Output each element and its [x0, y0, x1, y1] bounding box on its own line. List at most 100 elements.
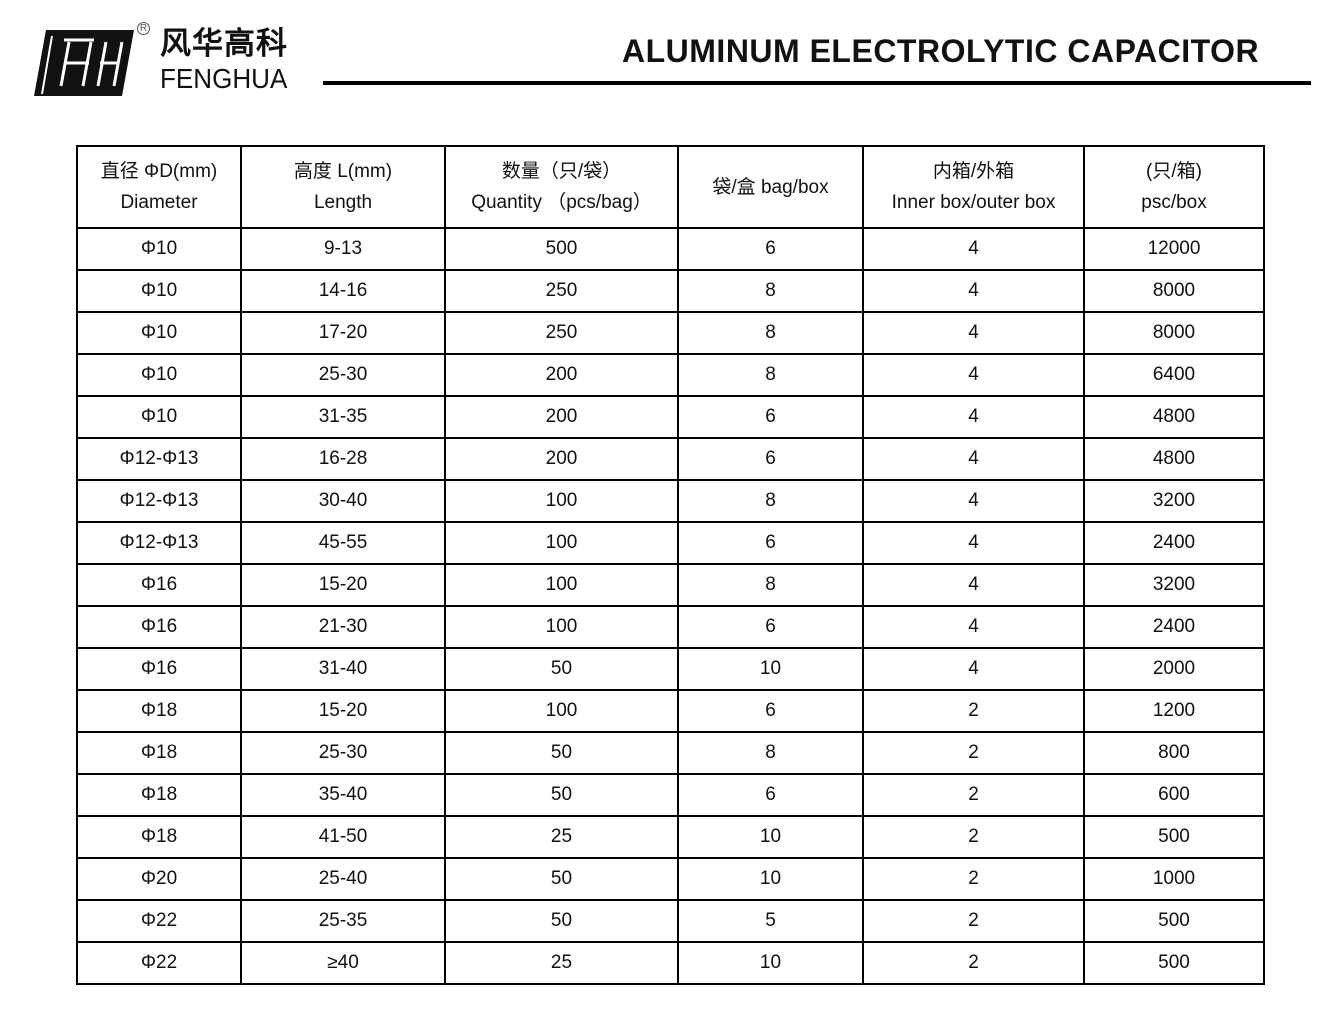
header-text: 袋/盒 bag/box — [712, 176, 829, 198]
cell-quantity: 50 — [444, 857, 679, 901]
header-quantity: 数量（只/袋） Quantity （pcs/bag） — [444, 145, 679, 229]
header-diameter: 直径 ΦD(mm) Diameter — [76, 145, 242, 229]
cell-quantity: 50 — [444, 647, 679, 691]
header-bag-box: 袋/盒 bag/box — [677, 145, 864, 229]
cell-pcs-box: 800 — [1083, 731, 1265, 775]
cell-inner-outer-box: 4 — [862, 479, 1085, 523]
cell-quantity: 25 — [444, 815, 679, 859]
cell-quantity: 100 — [444, 605, 679, 649]
header-inner-outer-box: 内箱/外箱 Inner box/outer box — [862, 145, 1085, 229]
cell-bag-box: 10 — [677, 815, 864, 859]
cell-quantity: 200 — [444, 437, 679, 481]
cell-length: 30-40 — [240, 479, 446, 523]
table-row: Φ10 31-35 200 6 4 4800 — [76, 395, 1265, 439]
cell-bag-box: 6 — [677, 437, 864, 481]
cell-diameter: Φ10 — [76, 311, 242, 355]
cell-length: 45-55 — [240, 521, 446, 565]
page-title: ALUMINUM ELECTROLYTIC CAPACITOR — [622, 33, 1260, 69]
header-text: (只/箱) — [1146, 161, 1202, 182]
cell-quantity: 200 — [444, 395, 679, 439]
header-text: 直径 ΦD(mm) — [100, 161, 218, 182]
cell-quantity: 25 — [444, 941, 679, 985]
cell-quantity: 50 — [444, 731, 679, 775]
cell-quantity: 100 — [444, 563, 679, 607]
table-row: Φ18 25-30 50 8 2 800 — [76, 731, 1265, 775]
cell-inner-outer-box: 2 — [862, 941, 1085, 985]
header-text: 高度 L(mm) — [293, 161, 393, 182]
cell-bag-box: 6 — [677, 689, 864, 733]
cell-bag-box: 6 — [677, 227, 864, 271]
cell-bag-box: 6 — [677, 773, 864, 817]
table-row: Φ10 17-20 250 8 4 8000 — [76, 311, 1265, 355]
cell-pcs-box: 8000 — [1083, 311, 1265, 355]
cell-diameter: Φ12-Φ13 — [76, 479, 242, 523]
cell-pcs-box: 2400 — [1083, 521, 1265, 565]
cell-bag-box: 8 — [677, 269, 864, 313]
cell-diameter: Φ10 — [76, 395, 242, 439]
brand-name-en: FENGHUA — [160, 63, 288, 94]
cell-diameter: Φ12-Φ13 — [76, 437, 242, 481]
header-text: psc/box — [1141, 192, 1207, 213]
cell-length: 35-40 — [240, 773, 446, 817]
cell-bag-box: 6 — [677, 395, 864, 439]
cell-inner-outer-box: 4 — [862, 563, 1085, 607]
table-row: Φ18 41-50 25 10 2 500 — [76, 815, 1265, 859]
cell-inner-outer-box: 4 — [862, 437, 1085, 481]
cell-length: 25-30 — [240, 353, 446, 397]
cell-bag-box: 8 — [677, 731, 864, 775]
header-text: Length — [313, 192, 373, 213]
cell-bag-box: 8 — [677, 311, 864, 355]
cell-inner-outer-box: 2 — [862, 689, 1085, 733]
table-row: Φ12-Φ13 45-55 100 6 4 2400 — [76, 521, 1265, 565]
cell-quantity: 200 — [444, 353, 679, 397]
cell-inner-outer-box: 2 — [862, 857, 1085, 901]
brand-name-cn: 风华高科 — [160, 26, 288, 62]
cell-inner-outer-box: 2 — [862, 773, 1085, 817]
cell-pcs-box: 8000 — [1083, 269, 1265, 313]
table-row: Φ12-Φ13 16-28 200 6 4 4800 — [76, 437, 1265, 481]
table-row: Φ18 35-40 50 6 2 600 — [76, 773, 1265, 817]
cell-quantity: 250 — [444, 311, 679, 355]
table-row: Φ20 25-40 50 10 2 1000 — [76, 857, 1265, 901]
cell-inner-outer-box: 4 — [862, 395, 1085, 439]
cell-inner-outer-box: 2 — [862, 815, 1085, 859]
cell-length: 31-40 — [240, 647, 446, 691]
registered-mark: R — [137, 22, 150, 35]
cell-length: 25-30 — [240, 731, 446, 775]
cell-inner-outer-box: 4 — [862, 521, 1085, 565]
cell-inner-outer-box: 4 — [862, 353, 1085, 397]
header-divider — [323, 81, 1311, 85]
cell-diameter: Φ18 — [76, 773, 242, 817]
table-row: Φ18 15-20 100 6 2 1200 — [76, 689, 1265, 733]
cell-length: ≥40 — [240, 941, 446, 985]
cell-diameter: Φ10 — [76, 353, 242, 397]
table-row: Φ16 31-40 50 10 4 2000 — [76, 647, 1265, 691]
cell-length: 21-30 — [240, 605, 446, 649]
cell-bag-box: 8 — [677, 353, 864, 397]
cell-bag-box: 6 — [677, 605, 864, 649]
header-text: 数量（只/袋） — [501, 161, 622, 182]
header-text: Inner box/outer box — [891, 192, 1056, 213]
cell-length: 17-20 — [240, 311, 446, 355]
cell-length: 31-35 — [240, 395, 446, 439]
cell-length: 25-35 — [240, 899, 446, 943]
cell-diameter: Φ16 — [76, 647, 242, 691]
header-text: 内箱/外箱 — [932, 161, 1015, 182]
cell-diameter: Φ22 — [76, 941, 242, 985]
cell-pcs-box: 3200 — [1083, 563, 1265, 607]
cell-bag-box: 10 — [677, 857, 864, 901]
cell-pcs-box: 2000 — [1083, 647, 1265, 691]
cell-pcs-box: 500 — [1083, 941, 1265, 985]
cell-bag-box: 8 — [677, 479, 864, 523]
header-text: Quantity （pcs/bag） — [471, 192, 652, 213]
cell-length: 9-13 — [240, 227, 446, 271]
cell-quantity: 250 — [444, 269, 679, 313]
cell-length: 15-20 — [240, 689, 446, 733]
cell-pcs-box: 600 — [1083, 773, 1265, 817]
table-row: Φ22 ≥40 25 10 2 500 — [76, 941, 1265, 985]
cell-diameter: Φ12-Φ13 — [76, 521, 242, 565]
cell-diameter: Φ16 — [76, 605, 242, 649]
cell-inner-outer-box: 4 — [862, 647, 1085, 691]
cell-diameter: Φ18 — [76, 731, 242, 775]
cell-inner-outer-box: 4 — [862, 269, 1085, 313]
